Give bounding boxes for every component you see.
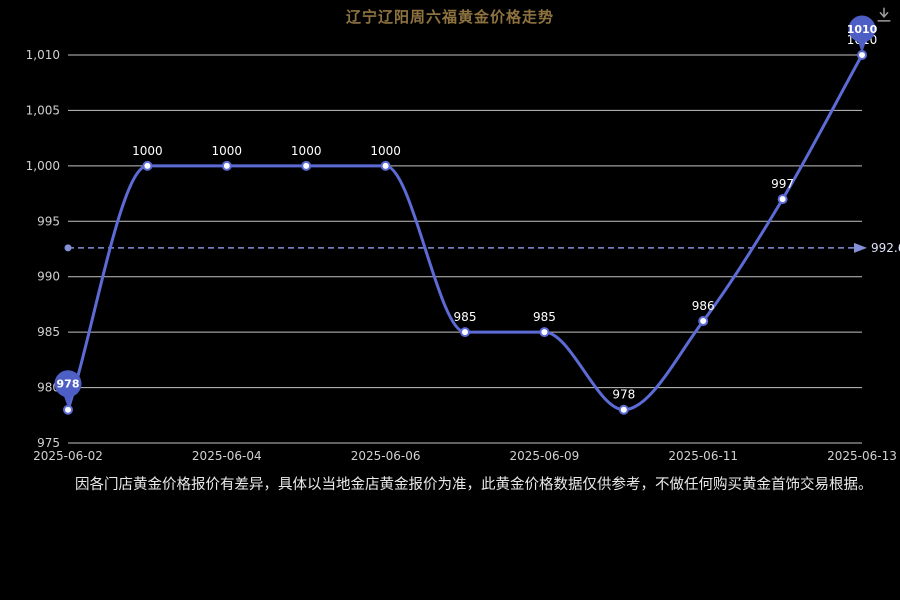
- y-axis-label: 980: [37, 381, 60, 395]
- x-axis-label: 2025-06-04: [192, 449, 262, 463]
- data-point-marker[interactable]: [777, 194, 788, 205]
- x-axis-label: 2025-06-11: [668, 449, 738, 463]
- chart-title: 辽宁辽阳周六福黄金价格走势: [345, 8, 554, 26]
- data-point-marker[interactable]: [380, 160, 391, 171]
- data-point-marker[interactable]: [539, 327, 550, 338]
- data-point-label: 986: [692, 299, 715, 313]
- data-point-marker[interactable]: [301, 160, 312, 171]
- data-point-marker[interactable]: [698, 316, 709, 327]
- data-point-label: 1000: [132, 144, 163, 158]
- pin-marker-tail: [857, 40, 867, 53]
- pin-marker: [848, 15, 876, 43]
- price-line-chart: 975 980 985 990 995 1,000 1,005 1,010 2025-06-02…: [26, 15, 900, 463]
- data-point-label: 1000: [370, 144, 401, 158]
- disclaimer-text: 因各门店黄金价格报价有差异，具体以当地金店黄金报价为准，此黄金价格数据仅供参考，…: [75, 477, 873, 493]
- y-axis-label: 990: [37, 270, 60, 284]
- mark-line-label: 992.6: [871, 241, 900, 255]
- data-point-label: 978: [612, 388, 635, 402]
- pin-marker-tail: [63, 394, 73, 408]
- y-axis-label: 1,000: [26, 159, 60, 173]
- pin-label: 978: [57, 378, 80, 391]
- pin-label: 1010: [847, 23, 878, 36]
- data-point-label: 985: [454, 310, 477, 324]
- y-axis-label: 1,010: [26, 48, 60, 62]
- x-axis-label: 2025-06-09: [510, 449, 580, 463]
- pin-marker: [54, 370, 82, 398]
- data-point-label: 997: [771, 177, 794, 191]
- data-point-label: 985: [533, 310, 556, 324]
- y-axis-label: 995: [37, 214, 60, 228]
- price-line: [66, 53, 864, 412]
- data-point-marker[interactable]: [618, 404, 629, 415]
- y-axis-label: 975: [37, 436, 60, 450]
- mark-line-start-dot: [64, 244, 72, 252]
- data-point-label: 1000: [212, 144, 243, 158]
- download-icon[interactable]: [875, 6, 893, 24]
- x-axis-label: 2025-06-13: [827, 449, 897, 463]
- y-axis-label: 1,005: [26, 103, 60, 117]
- mark-line-arrow-icon: [854, 242, 867, 253]
- x-axis-label: 2025-06-02: [33, 449, 103, 463]
- y-axis-label: 985: [37, 325, 60, 339]
- data-point-marker[interactable]: [460, 327, 470, 338]
- data-point-label: 1000: [291, 144, 322, 158]
- x-axis-label: 2025-06-06: [351, 449, 421, 463]
- data-point-marker[interactable]: [142, 160, 153, 171]
- data-point-marker[interactable]: [221, 160, 232, 171]
